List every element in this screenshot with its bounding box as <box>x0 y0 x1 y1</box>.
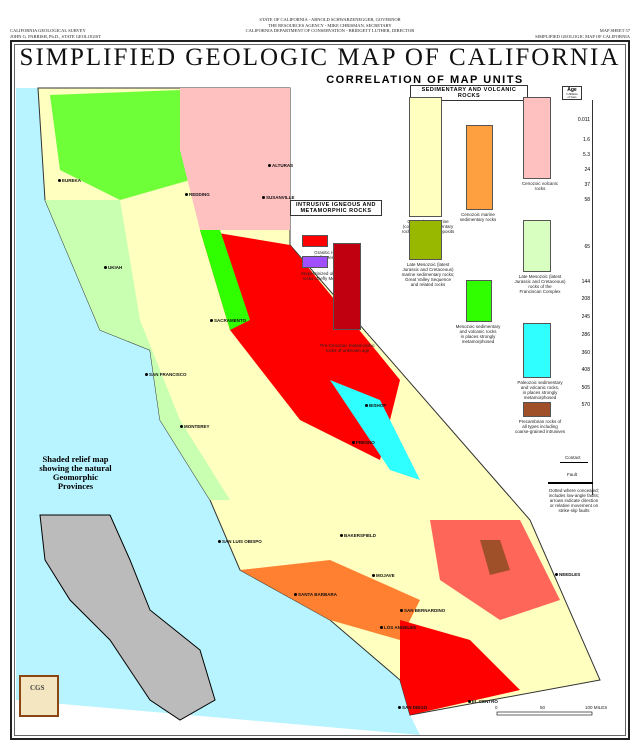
legend-label: Paleozoic sedimentary and volcanic rocks… <box>517 380 563 400</box>
cgs-logo <box>19 675 59 717</box>
sierra-metamorphic <box>200 230 250 330</box>
age-tick: 5.3 <box>583 152 590 158</box>
cgs-logo-text: CGS <box>30 684 45 692</box>
contact-label: Contact <box>565 455 581 460</box>
legend-swatch <box>523 323 551 378</box>
precambrian <box>480 540 510 575</box>
legend-title: CORRELATION OF MAP UNITS <box>326 74 524 86</box>
age-tick: 408 <box>581 367 590 373</box>
age-units: in Millions of Years <box>566 93 578 99</box>
legend-swatch <box>523 97 551 179</box>
legend-swatch <box>302 256 328 268</box>
age-tick: 58 <box>584 197 590 203</box>
igneous-heading: INTRUSIVE IGNEOUS AND METAMORPHIC ROCKS <box>290 200 382 216</box>
age-scale-line <box>592 100 593 495</box>
city-label: UKIAH <box>104 265 122 270</box>
fault-note: Dotted where concealed; includes low-ang… <box>548 488 600 513</box>
legend-label: Cenozoic volcanic rocks <box>521 181 559 191</box>
legend-label: Late Mesozoic (latest Jurassic and Creta… <box>514 274 566 294</box>
city-label: EL CENTRO <box>468 699 498 704</box>
age-tick: 360 <box>581 350 590 356</box>
legend-swatch <box>466 125 493 210</box>
age-tick: 245 <box>581 314 590 320</box>
map-border <box>14 44 626 736</box>
legend-swatch <box>466 280 492 322</box>
city-label: FRESNO <box>352 440 375 445</box>
city-label: ALTURAS <box>268 163 293 168</box>
city-label: REDDING <box>185 192 210 197</box>
legend-label: Cenozoic marine sedimentary rocks <box>459 212 497 222</box>
scale-tick-50: 50 <box>540 705 546 710</box>
klamath-mountains <box>50 90 190 200</box>
legend-swatch <box>333 243 361 330</box>
legend-swatch <box>409 97 442 217</box>
city-label: SANTA BARBARA <box>294 592 337 597</box>
city-label: BAKERSFIELD <box>340 533 376 538</box>
legend-swatch <box>523 402 551 417</box>
age-tick: 505 <box>581 385 590 391</box>
legend-label: Mesozoic sedimentary and volcanic rocks … <box>455 324 501 344</box>
age-tick: 65 <box>584 244 590 250</box>
coast-ranges <box>45 200 230 500</box>
age-tick: 24 <box>584 167 590 173</box>
city-label: MONTEREY <box>180 424 210 429</box>
age-tick: 37 <box>584 182 590 188</box>
sheet-header: MAP SHEET 57 SIMPLIFIED GEOLOGIC MAP OF … <box>535 28 630 39</box>
age-tick: 570 <box>581 402 590 408</box>
age-tick: 286 <box>581 332 590 338</box>
age-tick: 144 <box>581 279 590 285</box>
scale-tick-0: 0 <box>495 705 498 710</box>
legend-label: Late Mesozoic (latest Jurassic and Creta… <box>401 262 455 287</box>
scale-tick-100: 100 MILES <box>585 705 608 710</box>
age-tick: 0.011 <box>577 117 590 123</box>
age-label: Age <box>567 87 577 93</box>
inset-relief <box>39 514 216 721</box>
city-label: SAN BERNARDINO <box>400 608 445 613</box>
city-label: BISHOP <box>365 403 386 408</box>
age-heading: Age in Millions of Years <box>562 86 582 100</box>
legend-label: Pre-Cenozoic metamorphic rocks of unknow… <box>320 343 375 353</box>
age-tick: 1.6 <box>583 137 590 143</box>
scale-bar <box>496 711 593 716</box>
inset-title: Shaded relief map showing the natural Ge… <box>39 454 112 491</box>
modoc-volcanics <box>180 88 290 230</box>
age-tick: 208 <box>581 296 590 302</box>
city-label: LOS ANGELES <box>380 625 416 630</box>
page-title: SIMPLIFIED GEOLOGIC MAP OF CALIFORNIA <box>19 44 621 71</box>
legend-swatch <box>523 220 551 272</box>
state-header: STATE OF CALIFORNIA - ARNOLD SCHWARZENEG… <box>245 17 415 33</box>
city-label: SACRAMENTO <box>210 318 246 323</box>
fault-label: Fault <box>567 472 578 477</box>
fault-symbol <box>548 482 593 484</box>
city-label: SAN DIEGO <box>398 705 427 710</box>
city-label: MOJAVE <box>372 573 395 578</box>
city-label: EUREKA <box>58 178 81 183</box>
contact-symbol <box>560 462 588 463</box>
city-label: SUSANVILLE <box>262 195 295 200</box>
legend-swatch <box>409 220 442 260</box>
city-label: NEEDLES <box>555 572 580 577</box>
legend-label: Precambrian rocks of all types including… <box>514 419 566 434</box>
city-label: SAN FRANCISCO <box>145 372 187 377</box>
peninsular-ranges <box>400 620 520 715</box>
basin-range-paleozoic <box>330 380 420 480</box>
transverse-ranges <box>240 560 420 640</box>
agency-header: CALIFORNIA GEOLOGICAL SURVEY JOHN G. PAR… <box>10 28 101 39</box>
legend-swatch <box>302 235 328 247</box>
city-label: SAN LUIS OBISPO <box>218 539 262 544</box>
